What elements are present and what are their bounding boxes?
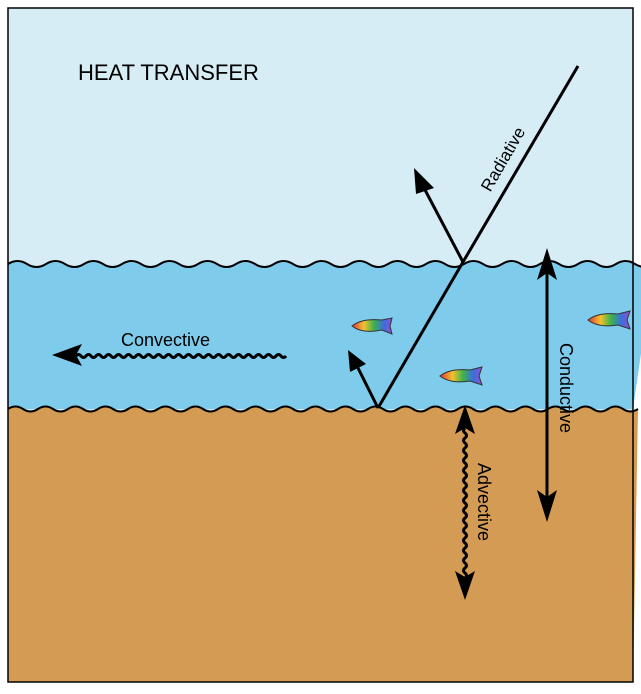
water (8, 261, 641, 409)
fish (351, 317, 393, 335)
reflected-ray (355, 365, 380, 409)
arrowhead (537, 490, 557, 522)
sediment-surface (7, 405, 639, 413)
convective-label: Convective (121, 330, 210, 350)
advective-label: Advective (474, 463, 494, 541)
arrowhead (455, 571, 475, 600)
fish (587, 310, 631, 330)
arrowhead (455, 405, 475, 434)
advective-arrow (462, 426, 468, 580)
arrowhead (348, 350, 366, 372)
arrowhead (414, 168, 434, 194)
arrowhead (537, 248, 557, 280)
convective-arrow (74, 353, 288, 359)
title: HEAT TRANSFER (78, 60, 259, 85)
fish (439, 366, 483, 386)
reflected-ray (422, 187, 465, 263)
sediment (8, 406, 638, 682)
conductive-label: Conductive (556, 343, 576, 433)
arrowhead (52, 344, 82, 366)
frame (7, 7, 634, 683)
